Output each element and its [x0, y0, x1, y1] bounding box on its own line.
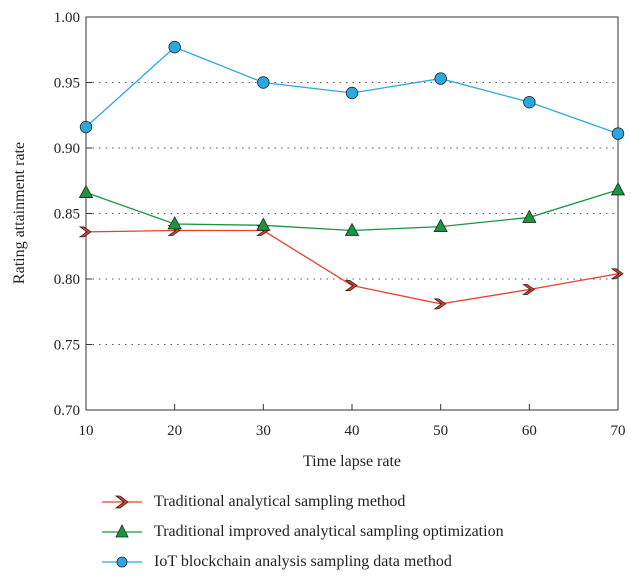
- x-tick-label: 50: [433, 423, 448, 439]
- y-tick-label: 0.85: [54, 207, 80, 223]
- legend-label: Traditional improved analytical sampling…: [154, 523, 504, 540]
- x-axis-ticks: 10 20 30 40 50 60 70: [79, 404, 626, 439]
- y-axis-label: Rating attainment rate: [11, 142, 28, 284]
- x-tick-label: 30: [256, 423, 271, 439]
- x-tick-label: 70: [611, 423, 626, 439]
- data-point-circle: [345, 86, 359, 100]
- line-chart: 0.70 0.75 0.80 0.85 0.90 0.95 1.00 10 20 30 40 50 6…: [11, 10, 626, 470]
- legend-item-iot: IoT blockchain analysis sampling data me…: [102, 548, 504, 576]
- chevron-marker-icon: [102, 495, 142, 509]
- data-point-circle: [523, 95, 536, 109]
- y-tick-label: 1.00: [54, 10, 80, 26]
- x-tick-label: 40: [345, 423, 360, 439]
- data-point-chevron: [522, 284, 536, 295]
- data-point-triangle: [167, 216, 182, 230]
- data-point-circle: [257, 76, 270, 89]
- x-tick-label: 60: [522, 423, 537, 439]
- circle-marker-icon: [102, 556, 142, 568]
- plot-frame: [85, 16, 619, 411]
- y-tick-label: 0.80: [54, 272, 80, 288]
- x-tick-label: 20: [167, 423, 182, 439]
- data-point-circle: [434, 72, 447, 85]
- legend-item-improved: Traditional improved analytical sampling…: [102, 518, 504, 546]
- data-point-triangle: [256, 217, 271, 231]
- y-axis-ticks: 0.70 0.75 0.80 0.85 0.90 0.95 1.00: [54, 10, 92, 419]
- data-point-triangle: [433, 218, 448, 232]
- gridlines: [86, 82, 618, 345]
- data-point-triangle: [344, 222, 360, 236]
- x-tick-label: 10: [79, 423, 94, 439]
- data-point-circle: [611, 127, 625, 140]
- data-point-chevron: [610, 268, 624, 280]
- data-point-chevron: [433, 298, 447, 310]
- triangle-marker-icon: [102, 524, 142, 538]
- x-axis-label: Time lapse rate: [303, 453, 401, 470]
- y-tick-label: 0.90: [54, 141, 80, 157]
- data-point-circle: [168, 40, 181, 54]
- y-tick-label: 0.75: [54, 338, 80, 354]
- series-group: [78, 40, 626, 310]
- data-point-triangle: [78, 184, 94, 198]
- data-point-chevron: [78, 226, 92, 238]
- y-tick-label: 0.70: [54, 403, 80, 419]
- legend: Traditional analytical sampling method T…: [102, 488, 504, 578]
- data-point-chevron: [344, 280, 358, 291]
- legend-label: IoT blockchain analysis sampling data me…: [154, 553, 452, 570]
- data-point-triangle: [610, 182, 626, 196]
- series-line-0: [85, 229, 619, 305]
- legend-item-traditional: Traditional analytical sampling method: [102, 488, 504, 516]
- y-tick-label: 0.95: [54, 76, 80, 92]
- legend-label: Traditional analytical sampling method: [154, 493, 406, 510]
- data-point-triangle: [522, 209, 537, 223]
- data-point-circle: [79, 120, 93, 134]
